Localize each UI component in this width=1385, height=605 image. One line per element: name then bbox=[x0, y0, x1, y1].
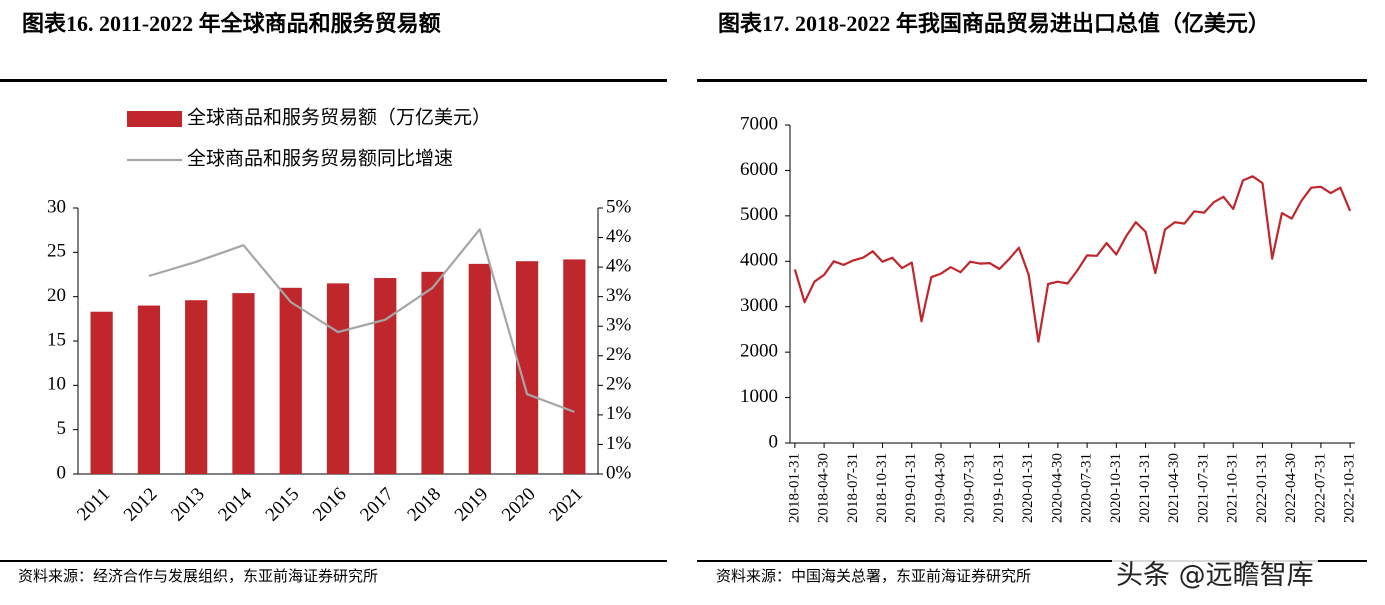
y-tick-label: 5000 bbox=[740, 204, 778, 225]
y2-tick-label: 3% bbox=[606, 315, 632, 336]
x-tick-label: 2013 bbox=[167, 484, 209, 526]
y-tick-label: 10 bbox=[47, 374, 66, 395]
x-tick-label: 2021-10-31 bbox=[1225, 453, 1241, 523]
source-rule bbox=[697, 560, 1367, 562]
x-tick-label: 2021-07-31 bbox=[1195, 453, 1211, 523]
x-tick-label: 2011 bbox=[73, 484, 114, 525]
y-tick-label: 3000 bbox=[740, 295, 778, 316]
y2-tick-label: 5% bbox=[606, 196, 632, 217]
x-tick-label: 2020-04-30 bbox=[1049, 453, 1065, 523]
y-tick-label: 20 bbox=[47, 285, 66, 306]
y-tick-label: 0 bbox=[769, 431, 779, 452]
y-tick-label: 30 bbox=[47, 196, 66, 217]
line-series bbox=[148, 228, 575, 413]
y-tick-label: 5 bbox=[57, 418, 67, 439]
x-tick-label: 2020-07-31 bbox=[1079, 453, 1095, 523]
x-tick-label: 2022-10-31 bbox=[1342, 453, 1358, 523]
x-tick-label: 2018-01-31 bbox=[786, 453, 802, 523]
x-tick-label: 2018-07-31 bbox=[845, 453, 861, 523]
x-tick-label: 2019-07-31 bbox=[962, 453, 978, 523]
chart-title: 图表17. 2018-2022 年我国商品贸易进出口总值（亿美元） bbox=[718, 11, 1270, 36]
x-tick-label: 2021-01-31 bbox=[1137, 453, 1153, 523]
x-tick-label: 2018-10-31 bbox=[874, 453, 890, 523]
legend-label: 全球商品和服务贸易额同比增速 bbox=[187, 147, 453, 169]
watermark: 头条 @远瞻智库 bbox=[1112, 553, 1318, 592]
bar bbox=[468, 263, 491, 474]
bar bbox=[326, 283, 350, 474]
x-tick-label: 2020-01-31 bbox=[1020, 453, 1036, 523]
y-tick-label: 6000 bbox=[740, 159, 778, 180]
bar bbox=[232, 293, 255, 474]
legend-label: 全球商品和服务贸易额（万亿美元） bbox=[187, 106, 491, 128]
x-tick-label: 2016 bbox=[309, 484, 351, 526]
x-tick-label: 2019-04-30 bbox=[932, 453, 948, 523]
source-note: 资料来源：中国海关总署，东亚前海证券研究所 bbox=[716, 569, 1032, 585]
x-tick-label: 2018 bbox=[403, 484, 445, 526]
x-tick-label: 2019-01-31 bbox=[903, 453, 919, 523]
y-tick-label: 7000 bbox=[740, 113, 778, 134]
x-tick-label: 2021-04-30 bbox=[1166, 453, 1182, 523]
line-series bbox=[793, 175, 1352, 343]
title-rule bbox=[697, 79, 1367, 82]
y-tick-label: 15 bbox=[47, 329, 66, 350]
y2-tick-label: 4% bbox=[606, 226, 632, 247]
x-tick-label: 2022-04-30 bbox=[1283, 453, 1299, 523]
y-tick-label: 1000 bbox=[740, 386, 778, 407]
y2-tick-label: 4% bbox=[606, 255, 632, 276]
x-tick-label: 2021 bbox=[545, 484, 587, 526]
x-tick-label: 2014 bbox=[214, 483, 256, 525]
y2-tick-label: 2% bbox=[606, 344, 632, 365]
x-tick-label: 2019-10-31 bbox=[991, 453, 1007, 523]
bar bbox=[421, 271, 444, 474]
y2-tick-label: 1% bbox=[606, 433, 632, 454]
bar bbox=[185, 300, 208, 474]
source-note: 资料来源：经济合作与发展组织，东亚前海证券研究所 bbox=[18, 569, 379, 585]
bar bbox=[279, 287, 302, 474]
x-tick-label: 2020-10-31 bbox=[1108, 453, 1124, 523]
y2-tick-label: 1% bbox=[606, 403, 632, 424]
y2-tick-label: 3% bbox=[606, 285, 632, 306]
bar bbox=[515, 261, 539, 474]
chart-title: 图表16. 2011-2022 年全球商品和服务贸易额 bbox=[22, 11, 441, 36]
legend-swatch bbox=[127, 111, 182, 127]
bar bbox=[374, 278, 397, 474]
x-tick-label: 2019 bbox=[451, 484, 493, 526]
bar bbox=[563, 259, 586, 474]
x-tick-label: 2022-07-31 bbox=[1312, 453, 1328, 523]
x-tick-label: 2012 bbox=[120, 484, 162, 526]
bar bbox=[90, 311, 113, 474]
x-tick-label: 2015 bbox=[262, 484, 304, 526]
y2-tick-label: 2% bbox=[606, 374, 632, 395]
x-tick-label: 2018-04-30 bbox=[816, 453, 832, 523]
bar bbox=[137, 305, 161, 474]
x-tick-label: 2017 bbox=[356, 484, 398, 526]
x-tick-label: 2022-01-31 bbox=[1254, 453, 1270, 523]
y-tick-label: 0 bbox=[57, 462, 67, 483]
y-tick-label: 2000 bbox=[740, 341, 778, 362]
title-rule bbox=[0, 79, 667, 82]
y-tick-label: 25 bbox=[47, 241, 66, 262]
y-tick-label: 4000 bbox=[740, 250, 778, 271]
source-rule bbox=[0, 560, 667, 562]
y2-tick-label: 0% bbox=[606, 462, 632, 483]
x-tick-label: 2020 bbox=[498, 484, 540, 526]
